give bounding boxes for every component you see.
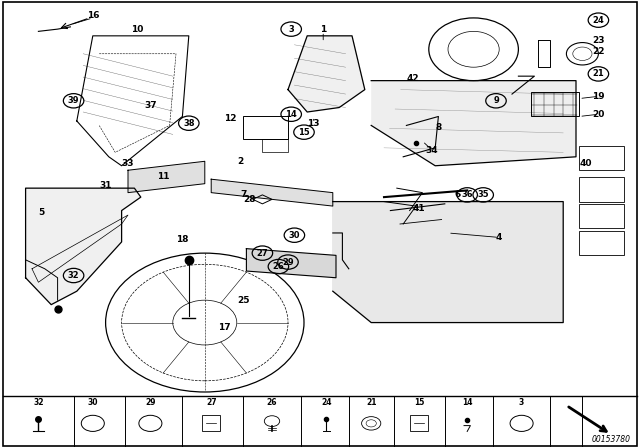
Text: 36: 36: [461, 190, 473, 199]
Text: 27: 27: [206, 398, 216, 407]
Text: 4: 4: [496, 233, 502, 242]
Text: 5: 5: [38, 208, 45, 217]
Text: 13: 13: [307, 119, 320, 128]
Text: 29: 29: [145, 398, 156, 407]
Text: 14: 14: [462, 398, 472, 407]
Text: 30: 30: [289, 231, 300, 240]
Polygon shape: [288, 36, 365, 112]
Text: 25: 25: [237, 296, 250, 305]
Text: 40: 40: [579, 159, 592, 168]
Text: 7: 7: [240, 190, 246, 199]
Text: 22: 22: [592, 47, 605, 56]
Text: 8: 8: [435, 123, 442, 132]
Bar: [410, 415, 428, 431]
Text: 41: 41: [413, 204, 426, 213]
Text: 3: 3: [289, 25, 294, 34]
Bar: [579, 146, 624, 170]
Text: 12: 12: [224, 114, 237, 123]
Bar: [243, 116, 288, 139]
Text: 26: 26: [267, 398, 277, 407]
Bar: [202, 415, 220, 431]
Text: 19: 19: [592, 92, 605, 101]
Text: 38: 38: [183, 119, 195, 128]
Text: 24: 24: [593, 16, 604, 25]
Text: 3: 3: [519, 398, 524, 407]
Polygon shape: [128, 161, 205, 193]
Text: 32: 32: [68, 271, 79, 280]
Text: 15: 15: [298, 128, 310, 137]
Text: 6: 6: [454, 190, 461, 199]
Text: 21: 21: [366, 398, 376, 407]
Text: 28: 28: [243, 195, 256, 204]
Text: 18: 18: [176, 235, 189, 244]
Text: 26: 26: [273, 262, 284, 271]
Text: 29: 29: [282, 258, 294, 267]
Text: 14: 14: [285, 110, 297, 119]
Text: 33: 33: [122, 159, 134, 168]
Bar: [579, 177, 624, 202]
Text: 23: 23: [592, 36, 605, 45]
Polygon shape: [333, 202, 563, 323]
Text: 34: 34: [426, 146, 438, 155]
Text: 1: 1: [320, 25, 326, 34]
Text: 16: 16: [86, 11, 99, 20]
Bar: [579, 231, 624, 255]
Text: 27: 27: [257, 249, 268, 258]
Text: 35: 35: [477, 190, 489, 199]
Bar: [531, 92, 579, 116]
Text: 20: 20: [592, 110, 605, 119]
Polygon shape: [371, 81, 576, 166]
Text: 17: 17: [218, 323, 230, 332]
Text: 9: 9: [493, 96, 499, 105]
Text: 42: 42: [406, 74, 419, 83]
Polygon shape: [246, 249, 336, 278]
Bar: [262, 139, 288, 152]
Text: 21: 21: [593, 69, 604, 78]
Polygon shape: [26, 188, 141, 305]
Text: 39: 39: [68, 96, 79, 105]
Text: 2: 2: [237, 157, 243, 166]
Text: 24: 24: [321, 398, 332, 407]
Text: 32: 32: [33, 398, 44, 407]
Bar: [579, 204, 624, 228]
Text: 11: 11: [157, 172, 170, 181]
Text: 15: 15: [414, 398, 424, 407]
Text: 30: 30: [88, 398, 98, 407]
Polygon shape: [211, 179, 333, 206]
Text: 31: 31: [99, 181, 112, 190]
Text: 00153780: 00153780: [591, 435, 630, 444]
Text: 37: 37: [144, 101, 157, 110]
Text: 10: 10: [131, 25, 144, 34]
